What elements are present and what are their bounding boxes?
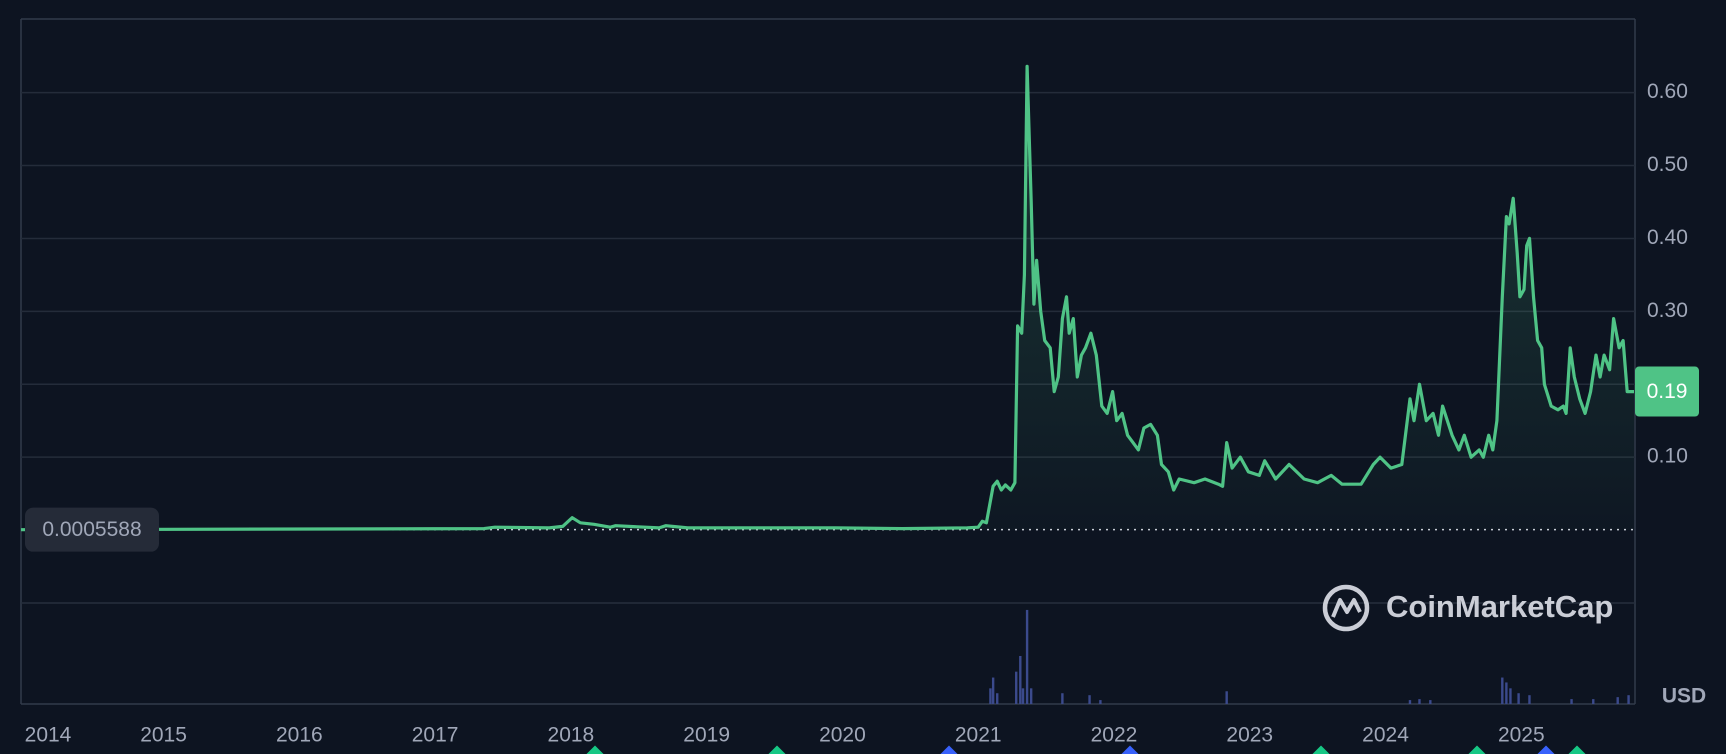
y-tick-label: 0.10 (1647, 445, 1688, 468)
volume-bar (1570, 699, 1573, 704)
event-marker (1121, 745, 1139, 754)
volume-bars (989, 609, 1630, 704)
volume-bar (1019, 655, 1022, 704)
x-tick-label: 2021 (955, 724, 1002, 747)
volume-bar (1592, 699, 1595, 704)
volume-bar (1517, 693, 1520, 704)
last-price-label: 0.19 (1647, 380, 1688, 403)
x-tick-label: 2016 (276, 724, 323, 747)
volume-bar (989, 688, 992, 704)
volume-bar (1501, 677, 1504, 704)
volume-bar (1627, 695, 1630, 704)
event-marker (1468, 745, 1486, 754)
event-marker (586, 745, 604, 754)
price-line (20, 64, 1634, 532)
event-marker (1537, 745, 1555, 754)
volume-bar (1015, 671, 1018, 704)
last-price-badge (1635, 366, 1699, 417)
start-price-label: 0.0005588 (42, 518, 141, 541)
plot-frame (20, 18, 1636, 705)
volume-bar (1021, 688, 1025, 704)
watermark: CoinMarketCap (1322, 584, 1613, 632)
x-tick-label: 2015 (140, 724, 187, 747)
watermark-logo (1322, 584, 1370, 632)
event-marker (768, 745, 786, 754)
volume-bar (1429, 700, 1432, 704)
y-tick-label: 0.60 (1647, 80, 1688, 103)
y-tick-label: 0.40 (1647, 226, 1688, 249)
volume-bar (1029, 688, 1033, 704)
event-marker (940, 745, 958, 754)
volume-bar (1061, 693, 1064, 704)
volume-bar (1408, 700, 1412, 704)
event-marker (1312, 745, 1330, 754)
x-tick-label: 2025 (1498, 724, 1545, 747)
grid (21, 91, 1635, 458)
volume-bar (1616, 697, 1619, 704)
volume-bar (1528, 695, 1531, 704)
watermark-logo-mark (1331, 598, 1362, 618)
event-marker (1568, 745, 1586, 754)
volume-bar (1025, 609, 1029, 704)
currency-label: USD (1662, 685, 1706, 708)
x-tick-label: 2017 (412, 724, 459, 747)
event-markers (586, 745, 1586, 754)
x-tick-label: 2023 (1226, 724, 1273, 747)
x-tick-label: 2018 (548, 724, 595, 747)
volume-bar (1509, 688, 1512, 704)
volume-bar (991, 677, 995, 704)
x-tick-label: 2024 (1362, 724, 1409, 747)
watermark-text: CoinMarketCap (1386, 589, 1613, 624)
volume-bar (1225, 691, 1228, 704)
volume-bar (996, 693, 999, 704)
price-series (20, 64, 1634, 532)
price-area (21, 66, 1634, 530)
start-price-badge (25, 507, 159, 552)
x-tick-label: 2019 (683, 724, 730, 747)
x-tick-label: 2014 (25, 724, 72, 747)
volume-bar (1088, 695, 1091, 704)
y-tick-label: 0.50 (1647, 153, 1688, 176)
x-tick-label: 2020 (819, 724, 866, 747)
volume-bar (1418, 699, 1421, 704)
volume-bar (1505, 682, 1508, 704)
labels: 0.100.200.300.400.500.602014201520162017… (25, 80, 1699, 747)
volume-bar (1099, 700, 1102, 704)
x-tick-label: 2022 (1091, 724, 1138, 747)
y-tick-label: 0.30 (1647, 299, 1688, 322)
